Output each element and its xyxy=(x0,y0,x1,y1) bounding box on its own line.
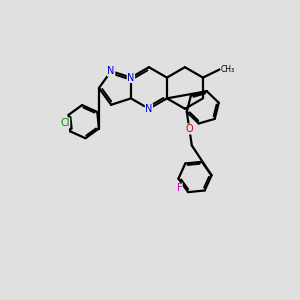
Text: O: O xyxy=(186,124,193,134)
Text: N: N xyxy=(145,104,153,114)
Text: N: N xyxy=(127,73,135,82)
Text: F: F xyxy=(177,183,182,193)
Text: CH₃: CH₃ xyxy=(221,65,235,74)
Text: N: N xyxy=(107,66,115,76)
Text: Cl: Cl xyxy=(60,118,70,128)
